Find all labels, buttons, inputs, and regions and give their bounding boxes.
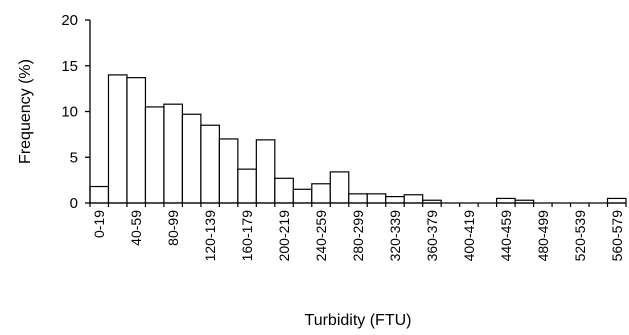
- y-tick-label-15: 15: [61, 58, 78, 75]
- x-tick-label-80-99: 80-99: [165, 210, 181, 246]
- bar-160-179: [237, 168, 257, 204]
- bar-180-199: [255, 139, 276, 204]
- x-tick-label-360-379: 360-379: [424, 210, 440, 262]
- x-tick-label-400-419: 400-419: [461, 210, 477, 262]
- bar-240-259: [311, 183, 331, 204]
- bar-340-359: [403, 194, 424, 204]
- x-axis: 0-19 40-59 80-99 120-139 160-179 200-219 240-2…: [89, 202, 627, 262]
- bar-320-339: [385, 195, 405, 204]
- y-tick-label-20: 20: [61, 12, 78, 29]
- bar-560-579: [606, 197, 627, 204]
- x-axis-title: Turbidity (FTU): [305, 312, 412, 329]
- x-tick-label-480-499: 480-499: [535, 210, 551, 262]
- bar-120-139: [200, 124, 220, 204]
- bar-440-459: [496, 197, 516, 204]
- x-tick-label-520-539: 520-539: [572, 210, 588, 262]
- x-tick-label-240-259: 240-259: [313, 210, 329, 262]
- bar-300-319: [366, 193, 387, 204]
- x-tick-label-320-339: 320-339: [387, 210, 403, 262]
- bar-220-239: [292, 188, 313, 204]
- y-tick-label-10: 10: [61, 104, 78, 121]
- x-tick-label-200-219: 200-219: [276, 210, 292, 262]
- bar-280-299: [348, 193, 368, 204]
- bar-200-219: [274, 177, 294, 204]
- bar-260-279: [329, 171, 350, 204]
- x-tick-label-280-299: 280-299: [350, 210, 366, 262]
- bar-40-59: [126, 77, 147, 204]
- bar-80-99: [163, 103, 184, 204]
- bar-0-19: [89, 185, 110, 204]
- y-tick-label-5: 5: [70, 149, 78, 166]
- bar-140-159: [218, 138, 239, 204]
- x-tick-label-120-139: 120-139: [202, 210, 218, 262]
- x-tick-label-160-179: 160-179: [239, 210, 255, 262]
- y-tick-label-0: 0: [70, 195, 78, 212]
- x-tick-label-0-19: 0-19: [91, 210, 107, 238]
- y-axis: 0 5 10 15 20: [61, 12, 91, 212]
- y-axis-title: Frequency (%): [17, 59, 34, 164]
- bar-20-39: [107, 74, 128, 204]
- x-tick-label-560-579: 560-579: [609, 210, 625, 262]
- x-tick-label-440-459: 440-459: [498, 210, 514, 262]
- bars-group: [89, 74, 627, 204]
- x-tick-label-40-59: 40-59: [128, 210, 144, 246]
- bar-60-79: [144, 106, 165, 204]
- bar-100-119: [181, 113, 202, 204]
